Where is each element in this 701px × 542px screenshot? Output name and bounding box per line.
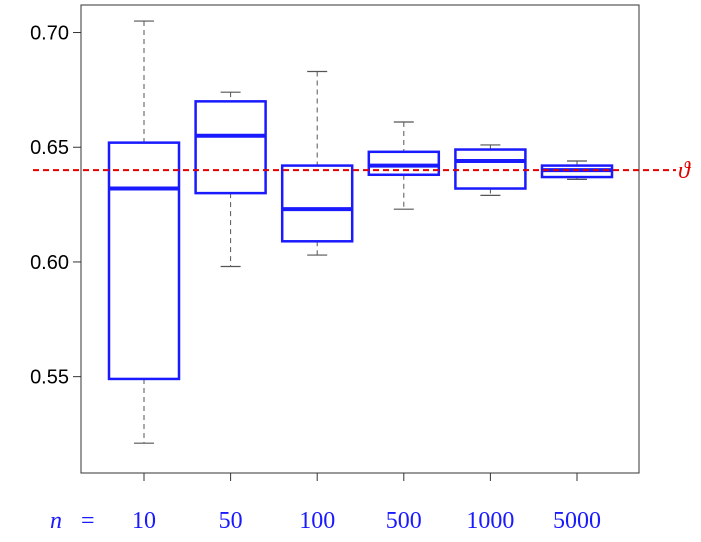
x-prefix-variable: n (50, 508, 62, 534)
x-tick-label: 5000 (553, 508, 601, 534)
y-tick-label: 0.70 (30, 23, 69, 45)
plot-frame (80, 4, 640, 474)
x-tick-label: 1000 (466, 508, 514, 534)
x-tick-label: 50 (219, 508, 243, 534)
y-axis: 0.55 0.60 0.65 0.70 (30, 23, 81, 389)
box-iqr (367, 150, 441, 177)
x-tick-label: 100 (299, 508, 335, 534)
x-tick-label: 500 (386, 508, 422, 534)
box-iqr (454, 148, 527, 190)
boxes-layer (107, 20, 614, 444)
reference-line-label: ϑ (678, 158, 691, 184)
x-tick-label: 10 (132, 508, 156, 534)
x-axis: 10 50 100 500 1000 5000 (132, 473, 601, 534)
y-tick-label: 0.65 (30, 137, 69, 159)
y-tick-label: 0.55 (30, 367, 69, 389)
y-tick-label: 0.60 (30, 252, 69, 274)
box-iqr (194, 100, 267, 195)
reference-line-layer: ϑ (33, 158, 691, 184)
box-iqr (107, 141, 181, 381)
box-iqr (280, 164, 354, 243)
x-prefix-equals: = (81, 508, 95, 534)
